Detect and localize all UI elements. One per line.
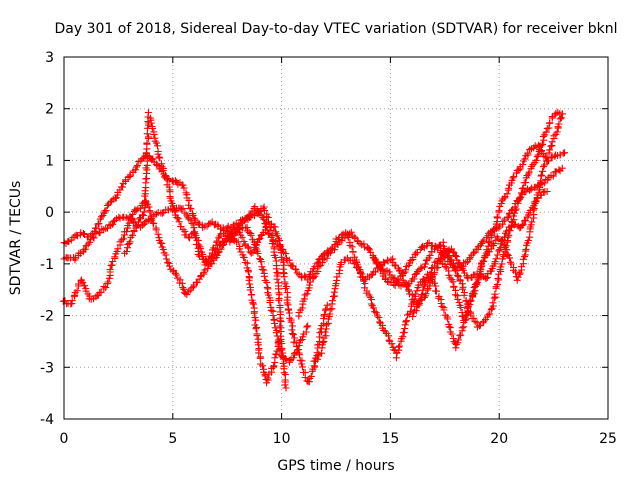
plus-markers bbox=[409, 110, 566, 325]
data-points bbox=[59, 108, 568, 392]
plus-markers bbox=[310, 188, 551, 365]
y-tick-label: 0 bbox=[45, 205, 54, 221]
y-tick-label: -3 bbox=[40, 360, 54, 376]
y-tick-label: -2 bbox=[40, 309, 54, 325]
series-track-i bbox=[409, 110, 566, 325]
series-track-b bbox=[60, 203, 290, 392]
plus-markers bbox=[369, 108, 566, 331]
chart-title: Day 301 of 2018, Sidereal Day-to-day VTE… bbox=[55, 21, 618, 37]
series-track-d bbox=[121, 109, 331, 386]
grid-lines bbox=[64, 57, 608, 419]
plus-markers bbox=[60, 203, 290, 392]
x-tick-label: 20 bbox=[490, 431, 508, 447]
y-tick-label: 1 bbox=[45, 153, 54, 169]
x-tick-label: 0 bbox=[60, 431, 69, 447]
y-tick-label: -4 bbox=[40, 412, 54, 428]
x-tick-label: 10 bbox=[273, 431, 291, 447]
plot-frame bbox=[63, 56, 609, 420]
x-tick-label: 25 bbox=[599, 431, 617, 447]
series-track-h bbox=[369, 108, 566, 331]
y-tick-label: 2 bbox=[45, 102, 54, 118]
plus-markers bbox=[121, 109, 331, 386]
y-tick-label: 3 bbox=[45, 50, 54, 66]
y-tick-label: -1 bbox=[40, 257, 54, 273]
series-track-g bbox=[310, 188, 551, 365]
y-axis-label: SDTVAR / TECUs bbox=[8, 181, 24, 296]
x-tick-label: 5 bbox=[168, 431, 177, 447]
x-axis-label: GPS time / hours bbox=[277, 458, 394, 474]
axis-ticks: 0 5 10 15 20 25 -4 -3 -2 -1 0 1 2 3 bbox=[40, 50, 617, 447]
x-tick-label: 15 bbox=[381, 431, 399, 447]
